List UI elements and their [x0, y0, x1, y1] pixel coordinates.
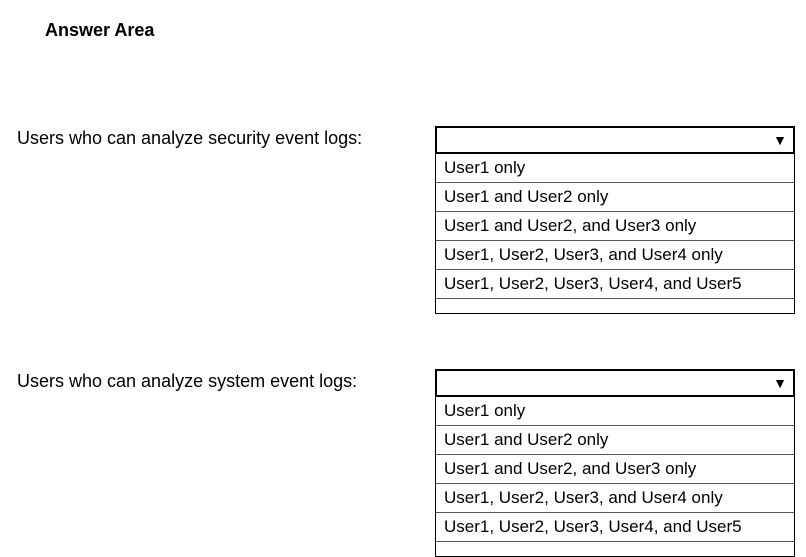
security-option[interactable]: User1, User2, User3, and User4 only — [436, 241, 794, 270]
security-logs-label: Users who can analyze security event log… — [10, 126, 435, 149]
chevron-down-icon: ▼ — [773, 376, 787, 390]
system-option[interactable]: User1, User2, User3, and User4 only — [436, 484, 794, 513]
security-dropdown-select[interactable]: ▼ — [435, 126, 795, 154]
chevron-down-icon: ▼ — [773, 133, 787, 147]
options-padding — [436, 299, 794, 313]
question-row-system: Users who can analyze system event logs:… — [10, 369, 796, 557]
security-option[interactable]: User1 and User2, and User3 only — [436, 212, 794, 241]
security-option[interactable]: User1, User2, User3, User4, and User5 — [436, 270, 794, 299]
system-dropdown-select[interactable]: ▼ — [435, 369, 795, 397]
security-dropdown-container: ▼ User1 only User1 and User2 only User1 … — [435, 126, 795, 314]
system-options-list: User1 only User1 and User2 only User1 an… — [435, 397, 795, 557]
system-dropdown-container: ▼ User1 only User1 and User2 only User1 … — [435, 369, 795, 557]
system-option[interactable]: User1 only — [436, 397, 794, 426]
system-option[interactable]: User1 and User2 only — [436, 426, 794, 455]
security-option[interactable]: User1 and User2 only — [436, 183, 794, 212]
system-logs-label: Users who can analyze system event logs: — [10, 369, 435, 392]
security-options-list: User1 only User1 and User2 only User1 an… — [435, 154, 795, 314]
system-option[interactable]: User1 and User2, and User3 only — [436, 455, 794, 484]
question-row-security: Users who can analyze security event log… — [10, 126, 796, 314]
options-padding — [436, 542, 794, 556]
answer-area-heading: Answer Area — [45, 20, 796, 41]
security-option[interactable]: User1 only — [436, 154, 794, 183]
system-option[interactable]: User1, User2, User3, User4, and User5 — [436, 513, 794, 542]
